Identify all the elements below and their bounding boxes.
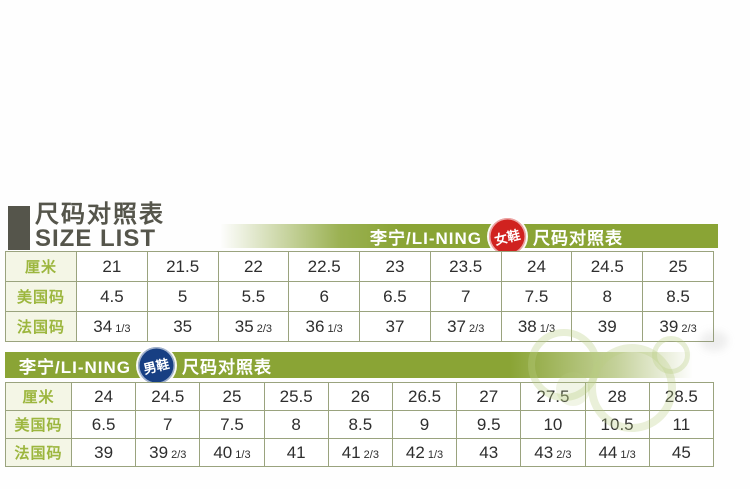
size-cell: 45 — [648, 438, 715, 467]
size-cell: 44 1/3 — [584, 438, 650, 467]
title-accent-bar — [8, 206, 30, 250]
size-cell: 24.5 — [135, 382, 201, 411]
size-cell: 6 — [288, 281, 361, 312]
size-cell: 28 — [584, 382, 650, 411]
size-cell: 25 — [199, 382, 265, 411]
row-header: 厘米 — [5, 382, 72, 411]
size-cell: 7.5 — [500, 281, 573, 312]
row-header: 法国码 — [5, 311, 77, 342]
size-cell: 38 1/3 — [500, 311, 573, 342]
page-title-en: SIZE LIST — [35, 225, 157, 252]
size-cell: 8 — [571, 281, 644, 312]
size-cell: 8.5 — [642, 281, 714, 312]
fraction-part: 2/3 — [553, 448, 572, 461]
women-badge-label: 女鞋 — [493, 226, 523, 248]
size-cell: 9 — [391, 410, 458, 439]
size-cell: 5.5 — [217, 281, 290, 312]
page-title: 尺码对照表 SIZE LIST — [35, 201, 165, 252]
fraction-part: 2/3 — [253, 322, 273, 335]
size-cell: 11 — [648, 410, 715, 439]
size-cell: 24 — [70, 382, 137, 411]
row-header: 法国码 — [5, 438, 72, 467]
men-badge-label: 男鞋 — [142, 355, 172, 377]
women-shoes-badge: 女鞋 — [489, 217, 526, 255]
fraction-part: 2/3 — [168, 448, 187, 461]
size-row: 美国码 4.5 5 5.5 6 6.5 7 7.5 8 8.5 — [5, 281, 714, 312]
size-cell: 35 2/3 — [217, 311, 290, 342]
size-cell: 39 — [70, 438, 137, 467]
size-cell: 26.5 — [391, 382, 458, 411]
size-cell: 35 — [146, 311, 219, 342]
women-size-table: 厘米 21 21.5 22 22.5 23 23.5 24 24.5 25 美国码 4.5 5 5.5 6 6… — [5, 251, 714, 342]
size-cell: 43 — [456, 438, 522, 467]
fraction-part: 1/3 — [324, 322, 343, 335]
size-cell: 6.5 — [359, 281, 431, 312]
men-shoes-badge: 男鞋 — [138, 346, 175, 384]
size-cell: 41 — [263, 438, 329, 467]
size-cell: 26 — [327, 382, 393, 411]
fraction-part: 1/3 — [232, 448, 251, 461]
row-header: 美国码 — [5, 281, 77, 312]
men-banner-label: 尺码对照表 — [182, 357, 272, 377]
size-cell: 10 — [520, 410, 586, 439]
size-cell: 7.5 — [199, 410, 265, 439]
size-cell: 6.5 — [70, 410, 137, 439]
fraction-part: 2/3 — [465, 322, 485, 335]
size-row: 厘米 24 24.5 25 25.5 26 26.5 27 27.5 28 28.5 — [5, 382, 715, 411]
women-section-banner: 李宁/LI-NING 女鞋 尺码对照表 — [220, 217, 718, 255]
fraction-part: 1/3 — [424, 448, 444, 461]
row-header: 美国码 — [5, 410, 72, 439]
size-cell: 8.5 — [327, 410, 393, 439]
size-cell: 9.5 — [456, 410, 522, 439]
brand-name: 李宁/LI-NING — [19, 357, 131, 377]
size-cell: 41 2/3 — [327, 438, 393, 467]
size-cell: 7 — [135, 410, 201, 439]
size-cell: 25.5 — [263, 382, 329, 411]
size-cell: 27 — [456, 382, 522, 411]
size-cell: 10.5 — [584, 410, 650, 439]
size-cell: 22 — [217, 251, 290, 282]
size-cell: 39 — [571, 311, 644, 342]
size-cell: 8 — [263, 410, 329, 439]
size-cell: 4.5 — [76, 281, 148, 312]
size-cell: 39 2/3 — [135, 438, 201, 467]
size-row: 法国码 34 1/3 35 35 2/3 36 1/3 37 37 2/3 38 1/3 39 3… — [5, 311, 714, 342]
fraction-part: 2/3 — [360, 448, 379, 461]
row-header: 厘米 — [5, 251, 77, 282]
men-section-banner: 李宁/LI-NING 男鞋 尺码对照表 — [5, 346, 707, 384]
women-banner-label: 尺码对照表 — [533, 228, 623, 248]
size-cell: 23.5 — [429, 251, 502, 282]
size-cell: 42 1/3 — [391, 438, 458, 467]
size-cell: 21 — [76, 251, 148, 282]
size-cell: 5 — [146, 281, 219, 312]
size-cell: 28.5 — [648, 382, 715, 411]
fraction-part: 1/3 — [112, 322, 131, 335]
size-cell: 34 1/3 — [76, 311, 148, 342]
size-cell: 37 — [359, 311, 431, 342]
size-row: 法国码 39 39 2/3 40 1/3 41 41 2/3 42 1/3 43 43 2/3 4… — [5, 438, 715, 467]
men-size-table: 厘米 24 24.5 25 25.5 26 26.5 27 27.5 28 28.5 美国码 6.5 7 7… — [5, 382, 715, 467]
size-cell: 21.5 — [146, 251, 219, 282]
size-cell: 24 — [500, 251, 573, 282]
size-row: 厘米 21 21.5 22 22.5 23 23.5 24 24.5 25 — [5, 251, 714, 282]
fraction-part: 2/3 — [678, 322, 697, 335]
size-cell: 37 2/3 — [429, 311, 502, 342]
size-row: 美国码 6.5 7 7.5 8 8.5 9 9.5 10 10.5 11 — [5, 410, 715, 439]
brand-name: 李宁/LI-NING — [370, 228, 482, 248]
size-cell: 27.5 — [520, 382, 586, 411]
size-cell: 40 1/3 — [199, 438, 265, 467]
size-cell: 43 2/3 — [520, 438, 586, 467]
size-cell: 23 — [359, 251, 431, 282]
fraction-part: 1/3 — [617, 448, 636, 461]
page-title-block: 尺码对照表 SIZE LIST — [8, 201, 165, 252]
size-cell: 39 2/3 — [642, 311, 714, 342]
size-cell: 36 1/3 — [288, 311, 361, 342]
page-title-zh: 尺码对照表 — [35, 201, 165, 228]
fraction-part: 1/3 — [536, 322, 556, 335]
size-cell: 22.5 — [288, 251, 361, 282]
size-cell: 7 — [429, 281, 502, 312]
size-cell: 25 — [642, 251, 714, 282]
size-cell: 24.5 — [571, 251, 644, 282]
